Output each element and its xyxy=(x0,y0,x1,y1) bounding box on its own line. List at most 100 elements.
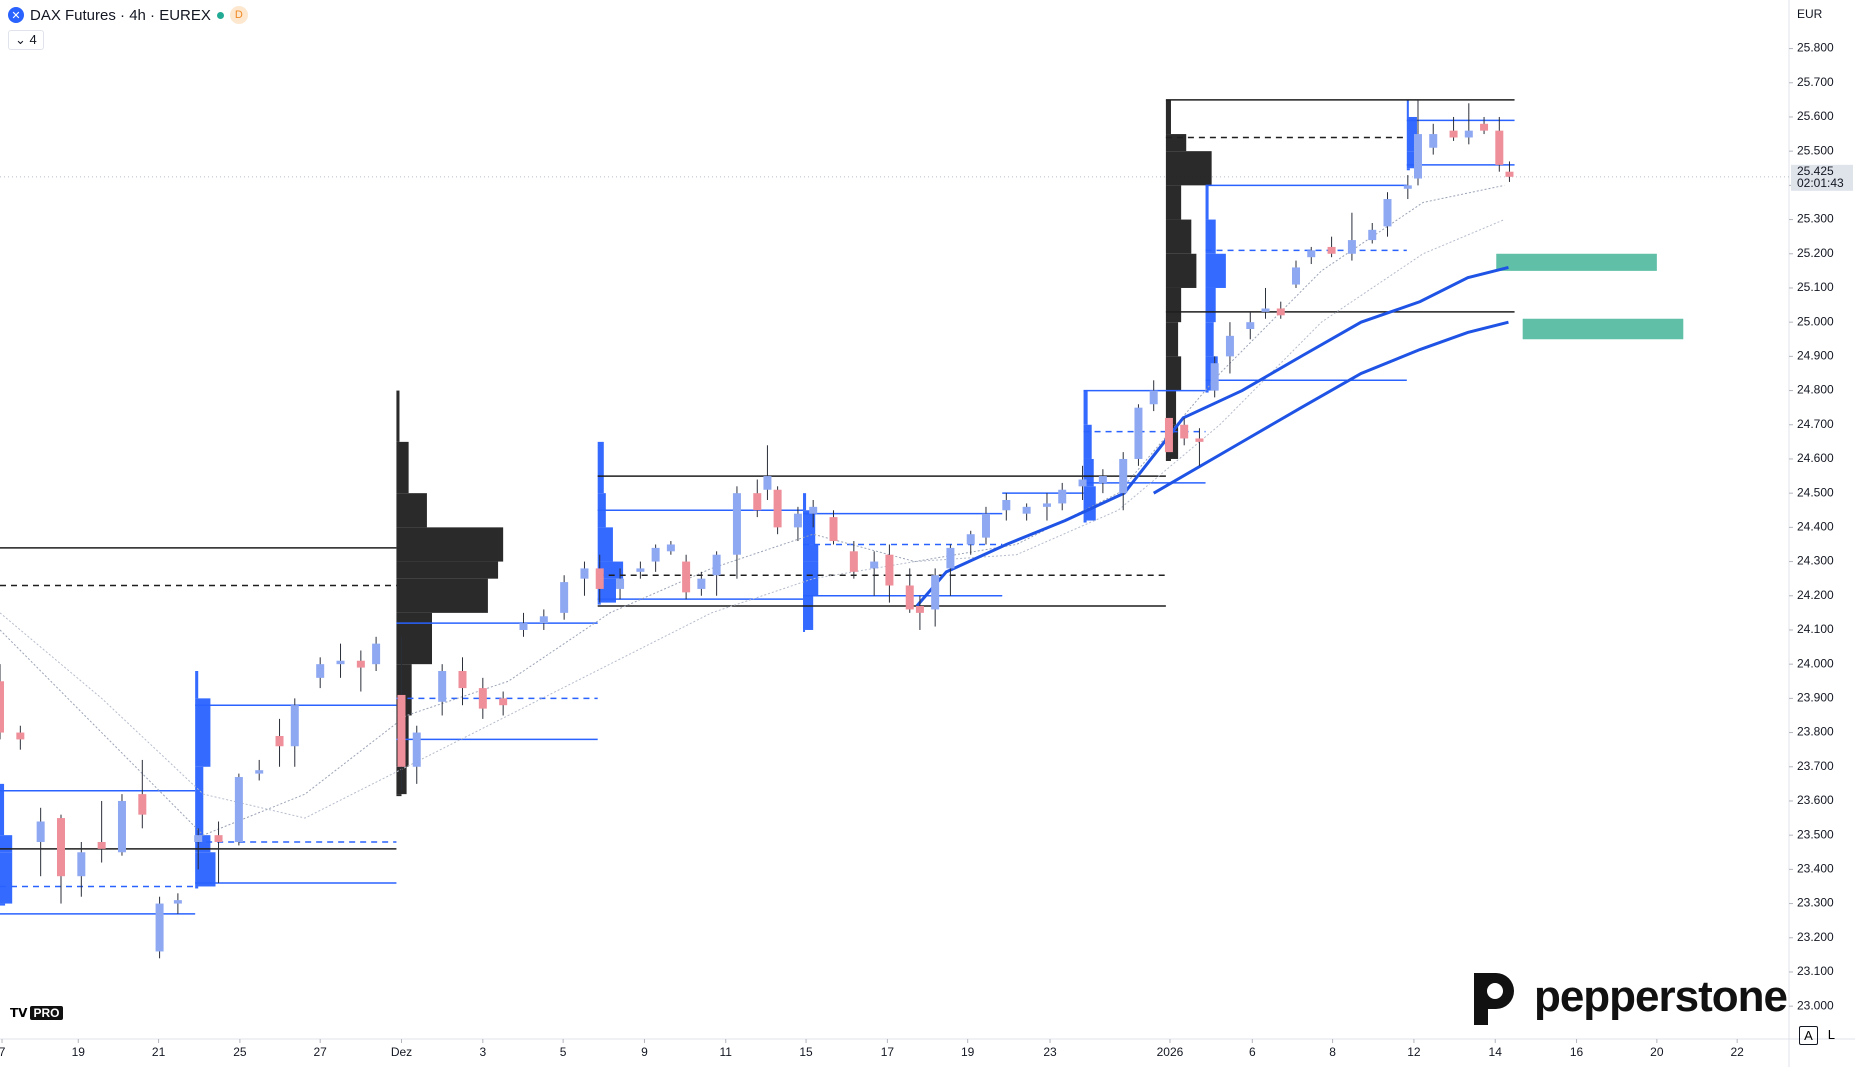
candle-body xyxy=(1449,130,1458,138)
candle-body xyxy=(1383,199,1392,227)
candle-body xyxy=(682,561,691,593)
countdown-label: 02:01:43 xyxy=(1797,176,1844,190)
candle-body xyxy=(905,585,914,610)
candle-body xyxy=(1134,407,1143,459)
x-tick-label: 16 xyxy=(1570,1045,1584,1059)
candle-body xyxy=(519,623,528,630)
profile-bar xyxy=(597,602,601,605)
candle-body xyxy=(438,671,447,702)
candle-body xyxy=(1180,424,1189,439)
candle-body xyxy=(372,643,381,665)
candle-body xyxy=(1292,267,1301,285)
profile-bar xyxy=(1083,390,1088,425)
profile-bar xyxy=(1205,322,1214,357)
x-tick-label: 3 xyxy=(479,1045,486,1059)
candle-body xyxy=(0,681,4,733)
profile-bar xyxy=(0,835,13,853)
log-scale[interactable]: L xyxy=(1827,1027,1835,1042)
profile-bar xyxy=(1165,185,1182,220)
y-tick-label: 25.200 xyxy=(1797,246,1834,260)
y-tick-label: 23.100 xyxy=(1797,964,1834,978)
tv-mark: 𝗧𝗩 xyxy=(10,1006,28,1020)
profile-bar xyxy=(195,698,211,767)
y-tick-label: 24.600 xyxy=(1797,451,1834,465)
profile-bar xyxy=(396,441,409,494)
x-tick-label: 7 xyxy=(0,1045,6,1059)
candle-body xyxy=(1307,250,1316,258)
profile-bar xyxy=(0,783,5,836)
candle-body xyxy=(356,660,365,668)
y-tick-label: 23.400 xyxy=(1797,862,1834,876)
x-tick-label: 19 xyxy=(961,1045,975,1059)
y-tick-label: 23.900 xyxy=(1797,691,1834,705)
profile-bar xyxy=(396,390,400,442)
profile-bar xyxy=(0,903,6,906)
candle-body xyxy=(1058,489,1067,504)
auto-scale[interactable]: A xyxy=(1799,1026,1818,1045)
x-tick-label: 27 xyxy=(314,1045,328,1059)
candle-body xyxy=(793,513,802,528)
band-line xyxy=(915,265,1509,608)
y-tick-label: 23.800 xyxy=(1797,725,1834,739)
candle-body xyxy=(234,777,243,843)
candle-body xyxy=(1210,363,1219,391)
profile-bar xyxy=(1205,390,1209,393)
y-tick-label: 25.500 xyxy=(1797,143,1834,157)
candle-body xyxy=(809,506,818,514)
y-tick-label: 24.200 xyxy=(1797,588,1834,602)
currency-label: EUR xyxy=(1797,7,1823,21)
candle-body xyxy=(946,547,955,569)
session-badge: D xyxy=(229,6,248,24)
profile-bar xyxy=(1205,253,1226,288)
candle-body xyxy=(560,582,569,613)
candle-body xyxy=(16,732,25,740)
profile-bar xyxy=(597,561,624,579)
candle-body xyxy=(316,664,325,678)
symbol-icon: ✕ xyxy=(8,7,24,23)
candle-body xyxy=(539,616,548,624)
candle-body xyxy=(616,578,625,589)
profile-bar xyxy=(396,612,433,665)
y-tick-label: 24.700 xyxy=(1797,417,1834,431)
y-tick-label: 24.900 xyxy=(1797,349,1834,363)
candle-body xyxy=(1505,171,1514,177)
x-tick-label: 22 xyxy=(1730,1045,1744,1059)
candle-body xyxy=(397,694,406,767)
profile-bar xyxy=(1205,185,1209,220)
broker-logo: pepperstone xyxy=(1460,965,1788,1029)
profile-bar xyxy=(1205,219,1216,254)
profile-bar xyxy=(803,510,816,545)
x-tick-label: 19 xyxy=(72,1045,86,1059)
candle-body xyxy=(1119,458,1128,494)
volume-profile xyxy=(803,493,819,632)
candle-body xyxy=(915,606,924,613)
candle-body xyxy=(773,489,782,528)
volume-profile xyxy=(1205,185,1226,393)
indicator-toggle[interactable]: ⌄ 4 xyxy=(8,30,44,50)
profile-bar xyxy=(1165,287,1182,323)
profile-bar xyxy=(597,527,613,562)
volume-profile xyxy=(195,671,216,889)
candle-body xyxy=(1261,308,1270,312)
profile-bar xyxy=(396,527,504,562)
volume-profile xyxy=(396,390,504,797)
y-tick-label: 23.500 xyxy=(1797,827,1834,841)
volume-profile xyxy=(1406,99,1417,171)
symbol-header[interactable]: ✕ DAX Futures · 4h · EUREX D xyxy=(8,6,248,24)
y-tick-label: 24.000 xyxy=(1797,656,1834,670)
candle-body xyxy=(173,900,182,904)
x-tick-label: 2026 xyxy=(1157,1045,1184,1059)
candle-body xyxy=(290,705,299,747)
candle-body xyxy=(1042,503,1051,507)
profile-bar xyxy=(803,493,807,511)
candle-body xyxy=(1195,438,1204,442)
candle-body xyxy=(1164,417,1173,453)
x-tick-label: 11 xyxy=(720,1045,733,1059)
candle-body xyxy=(336,660,345,665)
candle-body xyxy=(712,554,721,576)
profile-bar xyxy=(1165,134,1187,152)
candle-body xyxy=(1429,134,1438,148)
profile-bar xyxy=(1083,424,1092,459)
candle-body xyxy=(1246,322,1255,330)
candle-body xyxy=(829,517,838,542)
